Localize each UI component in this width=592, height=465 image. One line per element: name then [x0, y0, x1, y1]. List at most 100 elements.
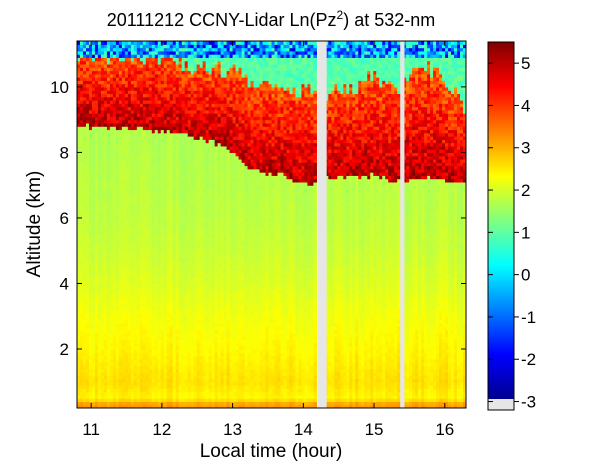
heatmap-cell — [145, 41, 150, 45]
heatmap-cell — [112, 139, 117, 144]
heatmap-cell — [160, 358, 165, 363]
heatmap-cell — [184, 394, 189, 399]
heatmap-cell — [136, 303, 141, 308]
heatmap-cell — [178, 129, 183, 134]
heatmap-cell — [112, 198, 117, 203]
heatmap-cell — [112, 175, 117, 180]
heatmap-cell — [139, 231, 144, 235]
heatmap-cell — [139, 234, 144, 239]
heatmap-cell — [175, 191, 180, 196]
heatmap-cell — [127, 339, 132, 344]
heatmap-cell — [112, 385, 117, 389]
heatmap-cell — [103, 70, 108, 75]
heatmap-cell — [136, 253, 141, 258]
heatmap-cell — [163, 329, 168, 334]
heatmap-cell — [148, 63, 153, 68]
heatmap-cell — [175, 345, 180, 350]
heatmap-cell — [163, 67, 168, 72]
heatmap-cell — [178, 198, 183, 203]
heatmap-cell — [145, 404, 150, 408]
heatmap-cell — [181, 234, 186, 239]
heatmap-cell — [121, 247, 126, 252]
heatmap-cell — [133, 113, 138, 117]
heatmap-cell — [79, 142, 84, 147]
heatmap-cell — [85, 276, 90, 281]
heatmap-cell — [169, 195, 174, 199]
heatmap-cell — [79, 293, 84, 298]
heatmap-cell — [79, 185, 84, 190]
heatmap-cell — [82, 237, 87, 242]
heatmap-cell — [154, 57, 159, 62]
heatmap-cell — [77, 381, 81, 386]
heatmap-cell — [145, 113, 150, 117]
heatmap-cell — [124, 227, 129, 232]
heatmap-cell — [175, 240, 180, 245]
heatmap-cell — [100, 50, 105, 55]
heatmap-cell — [91, 381, 96, 386]
heatmap-cell — [148, 152, 153, 157]
heatmap-cell — [85, 247, 90, 252]
heatmap-cell — [133, 211, 138, 216]
heatmap-cell — [91, 355, 96, 360]
heatmap-cell — [175, 113, 180, 117]
heatmap-cell — [118, 44, 123, 49]
heatmap-cell — [136, 388, 141, 393]
heatmap-cell — [139, 145, 144, 150]
heatmap-cell — [139, 208, 144, 212]
heatmap-cell — [82, 93, 87, 98]
heatmap-cell — [97, 60, 102, 65]
heatmap-cell — [130, 96, 135, 101]
heatmap-cell — [163, 63, 168, 68]
heatmap-cell — [109, 103, 114, 108]
heatmap-cell — [181, 276, 186, 281]
heatmap-cell — [175, 41, 180, 45]
heatmap-cell — [85, 240, 90, 245]
heatmap-cell — [88, 119, 93, 124]
heatmap-cell — [148, 394, 153, 399]
heatmap-cell — [172, 263, 177, 268]
heatmap-cell — [184, 398, 189, 403]
heatmap-cell — [88, 388, 93, 393]
heatmap-cell — [103, 155, 108, 160]
heatmap-cell — [88, 394, 93, 399]
heatmap-cell — [139, 149, 144, 154]
heatmap-cell — [109, 168, 114, 173]
heatmap-cell — [154, 168, 159, 173]
heatmap-cell — [94, 283, 99, 288]
heatmap-cell — [160, 70, 165, 75]
heatmap-cell — [166, 329, 171, 334]
heatmap-cell — [136, 371, 141, 376]
heatmap-cell — [154, 247, 159, 252]
heatmap-cell — [112, 208, 117, 212]
heatmap-cell — [97, 175, 102, 180]
heatmap-cell — [157, 391, 162, 396]
heatmap-cell — [100, 326, 105, 330]
heatmap-cell — [77, 54, 81, 58]
heatmap-cell — [94, 86, 99, 91]
heatmap-cell — [112, 257, 117, 262]
heatmap-cell — [160, 54, 165, 58]
heatmap-cell — [115, 267, 120, 271]
heatmap-cell — [160, 299, 165, 304]
heatmap-cell — [94, 349, 99, 353]
heatmap-cell — [94, 391, 99, 396]
heatmap-cell — [172, 326, 177, 330]
heatmap-cell — [77, 371, 81, 376]
heatmap-cell — [169, 355, 174, 360]
heatmap-cell — [100, 109, 105, 114]
heatmap-cell — [178, 54, 183, 58]
heatmap-cell — [100, 145, 105, 150]
heatmap-cell — [136, 234, 141, 239]
heatmap-cell — [97, 50, 102, 55]
heatmap-cell — [175, 60, 180, 65]
heatmap-cell — [130, 172, 135, 176]
heatmap-cell — [112, 365, 117, 370]
heatmap-cell — [97, 257, 102, 262]
heatmap-cell — [109, 109, 114, 114]
heatmap-cell — [97, 247, 102, 252]
heatmap-cell — [109, 398, 114, 403]
heatmap-cell — [136, 158, 141, 163]
heatmap-cell — [157, 296, 162, 301]
heatmap-cell — [124, 309, 129, 314]
heatmap-cell — [97, 332, 102, 337]
